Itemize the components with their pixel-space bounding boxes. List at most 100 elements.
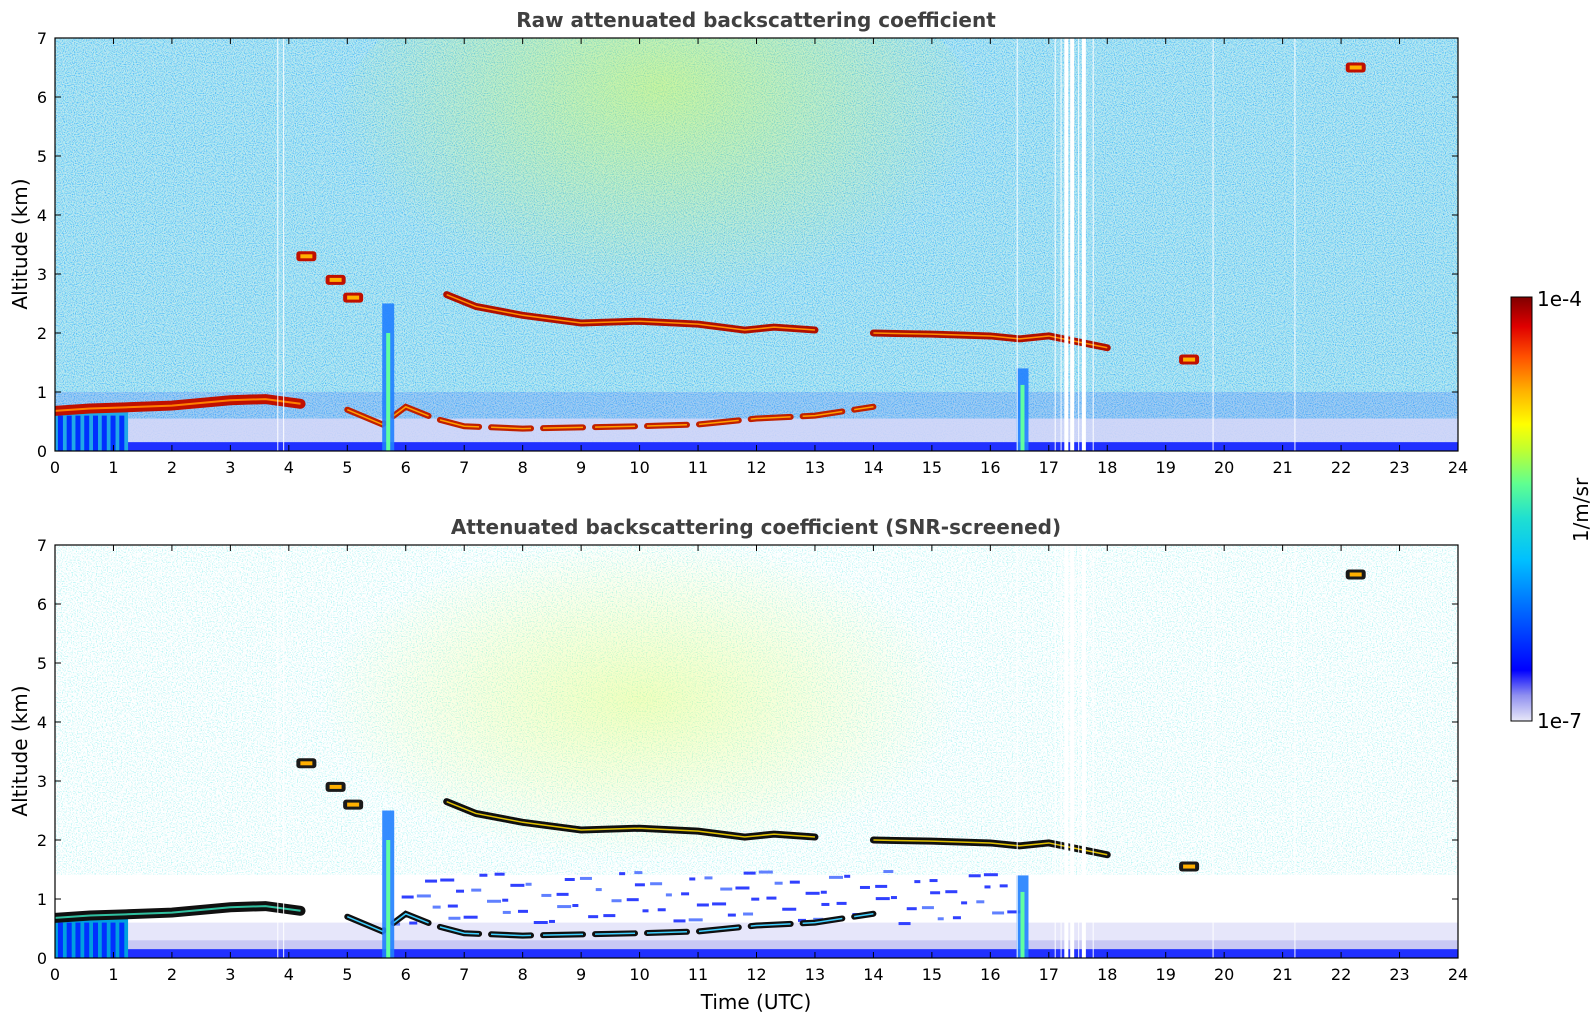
x-tick-label: 5 [342, 458, 352, 477]
aerosol-speck [704, 876, 713, 880]
y-tick-label: 7 [37, 536, 47, 555]
y-tick-label: 5 [37, 147, 47, 166]
aerosol-speck [595, 888, 602, 892]
x-tick-label: 24 [1448, 458, 1468, 477]
isolated-cloud-core [329, 277, 342, 282]
aerosol-speck [401, 895, 414, 899]
isolated-cloud-core [329, 784, 342, 789]
x-tick-label: 7 [459, 458, 469, 477]
aerosol-speck [556, 892, 569, 896]
aerosol-speck [821, 902, 830, 906]
x-tick-label: 24 [1448, 965, 1468, 984]
panel-screened-x-ticks: 0 1 2 3 4 5 6 7 8 9 10 11 12 13 14 15 16 17 18 19 20 21 22 23 24 [50, 545, 1468, 984]
x-tick-label: 8 [518, 458, 528, 477]
aerosol-speck [875, 897, 890, 901]
isolated-cloud-core [1183, 864, 1196, 869]
aerosol-speck [727, 913, 736, 917]
aerosol-speck [836, 901, 847, 905]
aerosol-speck [782, 907, 797, 911]
missing-data-stripe [1070, 38, 1075, 451]
aerosol-speck [673, 919, 686, 923]
aerosol-speck [883, 870, 894, 874]
panel-screened-y-label: Altitude (km) [8, 685, 32, 816]
boundary-layer-cloud-core [55, 905, 301, 919]
x-tick-label: 9 [576, 458, 586, 477]
x-tick-label: 6 [401, 458, 411, 477]
aerosol-speck [999, 884, 1008, 888]
missing-data-line [277, 545, 279, 958]
y-tick-label: 0 [37, 442, 47, 461]
panel-raw-y-ticks: 0 1 2 3 4 5 6 7 [37, 29, 1458, 461]
y-tick-label: 1 [37, 383, 47, 402]
isolated-cloud-core [1183, 357, 1196, 362]
aerosol-speck [588, 915, 599, 919]
aerosol-speck [890, 896, 897, 900]
panel-raw-layers [55, 38, 1366, 451]
x-tick-label: 23 [1389, 458, 1409, 477]
x-tick-label: 15 [922, 965, 942, 984]
missing-data-stripe [1081, 38, 1086, 451]
missing-data-line [282, 38, 285, 451]
missing-data-line [1212, 38, 1214, 451]
y-tick-label: 6 [37, 595, 47, 614]
colorbar-unit-label: 1/m/sr [1569, 477, 1593, 542]
aerosol-speck [502, 910, 511, 914]
missing-data-line [1016, 545, 1018, 958]
aerosol-speck [487, 899, 502, 903]
x-tick-label: 18 [1097, 458, 1117, 477]
aerosol-speck [976, 900, 985, 904]
isolated-cloud-core [300, 761, 313, 766]
aerosol-speck [992, 911, 1005, 915]
x-tick-label: 6 [401, 965, 411, 984]
isolated-cloud-core [300, 254, 313, 259]
x-tick-label: 23 [1389, 965, 1409, 984]
aerosol-speck [425, 879, 438, 883]
panel-raw: Raw attenuated backscattering coefficien… [8, 8, 1468, 477]
aerosol-speck [696, 903, 709, 907]
missing-data-line [1092, 38, 1094, 451]
early-layer-streak [92, 922, 98, 958]
isolated-cloud-core [347, 802, 360, 807]
aerosol-speck [548, 919, 555, 923]
aerosol-speck [579, 876, 592, 880]
y-tick-label: 4 [37, 713, 47, 732]
aerosol-speck [735, 886, 750, 890]
aerosol-speck [634, 883, 645, 887]
aerosol-speck [844, 874, 851, 878]
early-layer-streak [57, 922, 63, 958]
x-tick-label: 11 [688, 965, 708, 984]
x-tick-label: 22 [1331, 458, 1351, 477]
panel-screened: Attenuated backscattering coefficient (S… [8, 515, 1468, 1014]
aerosol-speck [463, 915, 478, 919]
aerosol-speck [525, 882, 532, 886]
aerosol-speck [603, 914, 616, 918]
aerosol-speck [456, 889, 465, 893]
x-tick-label: 3 [225, 458, 235, 477]
missing-data-line [282, 545, 285, 958]
aerosol-speck [945, 890, 958, 894]
aerosol-speck [968, 874, 981, 878]
aerosol-speck [859, 885, 870, 889]
aerosol-speck [983, 873, 998, 877]
x-tick-label: 16 [980, 458, 1000, 477]
colorbar-max-label: 1e-4 [1537, 287, 1582, 311]
x-tick-label: 11 [688, 458, 708, 477]
y-tick-label: 6 [37, 88, 47, 107]
aerosol-speck [828, 875, 843, 879]
aerosol-speck [626, 898, 639, 902]
panel-screened-y-ticks: 0 1 2 3 4 5 6 7 [37, 536, 1458, 968]
elevated-cloud-layer-core [873, 332, 1108, 349]
y-tick-label: 1 [37, 890, 47, 909]
x-tick-label: 2 [167, 458, 177, 477]
early-layer-streak [110, 415, 116, 451]
aerosol-speck [930, 891, 941, 895]
aerosol-speck [906, 907, 917, 911]
early-layer-streak [66, 415, 72, 451]
aerosol-speck [720, 887, 733, 891]
aerosol-speck [712, 902, 727, 906]
panel-raw-y-label: Altitude (km) [8, 178, 32, 309]
precipitation-column-core [386, 840, 391, 958]
aerosol-speck [743, 912, 754, 916]
early-layer-streak [66, 922, 72, 958]
